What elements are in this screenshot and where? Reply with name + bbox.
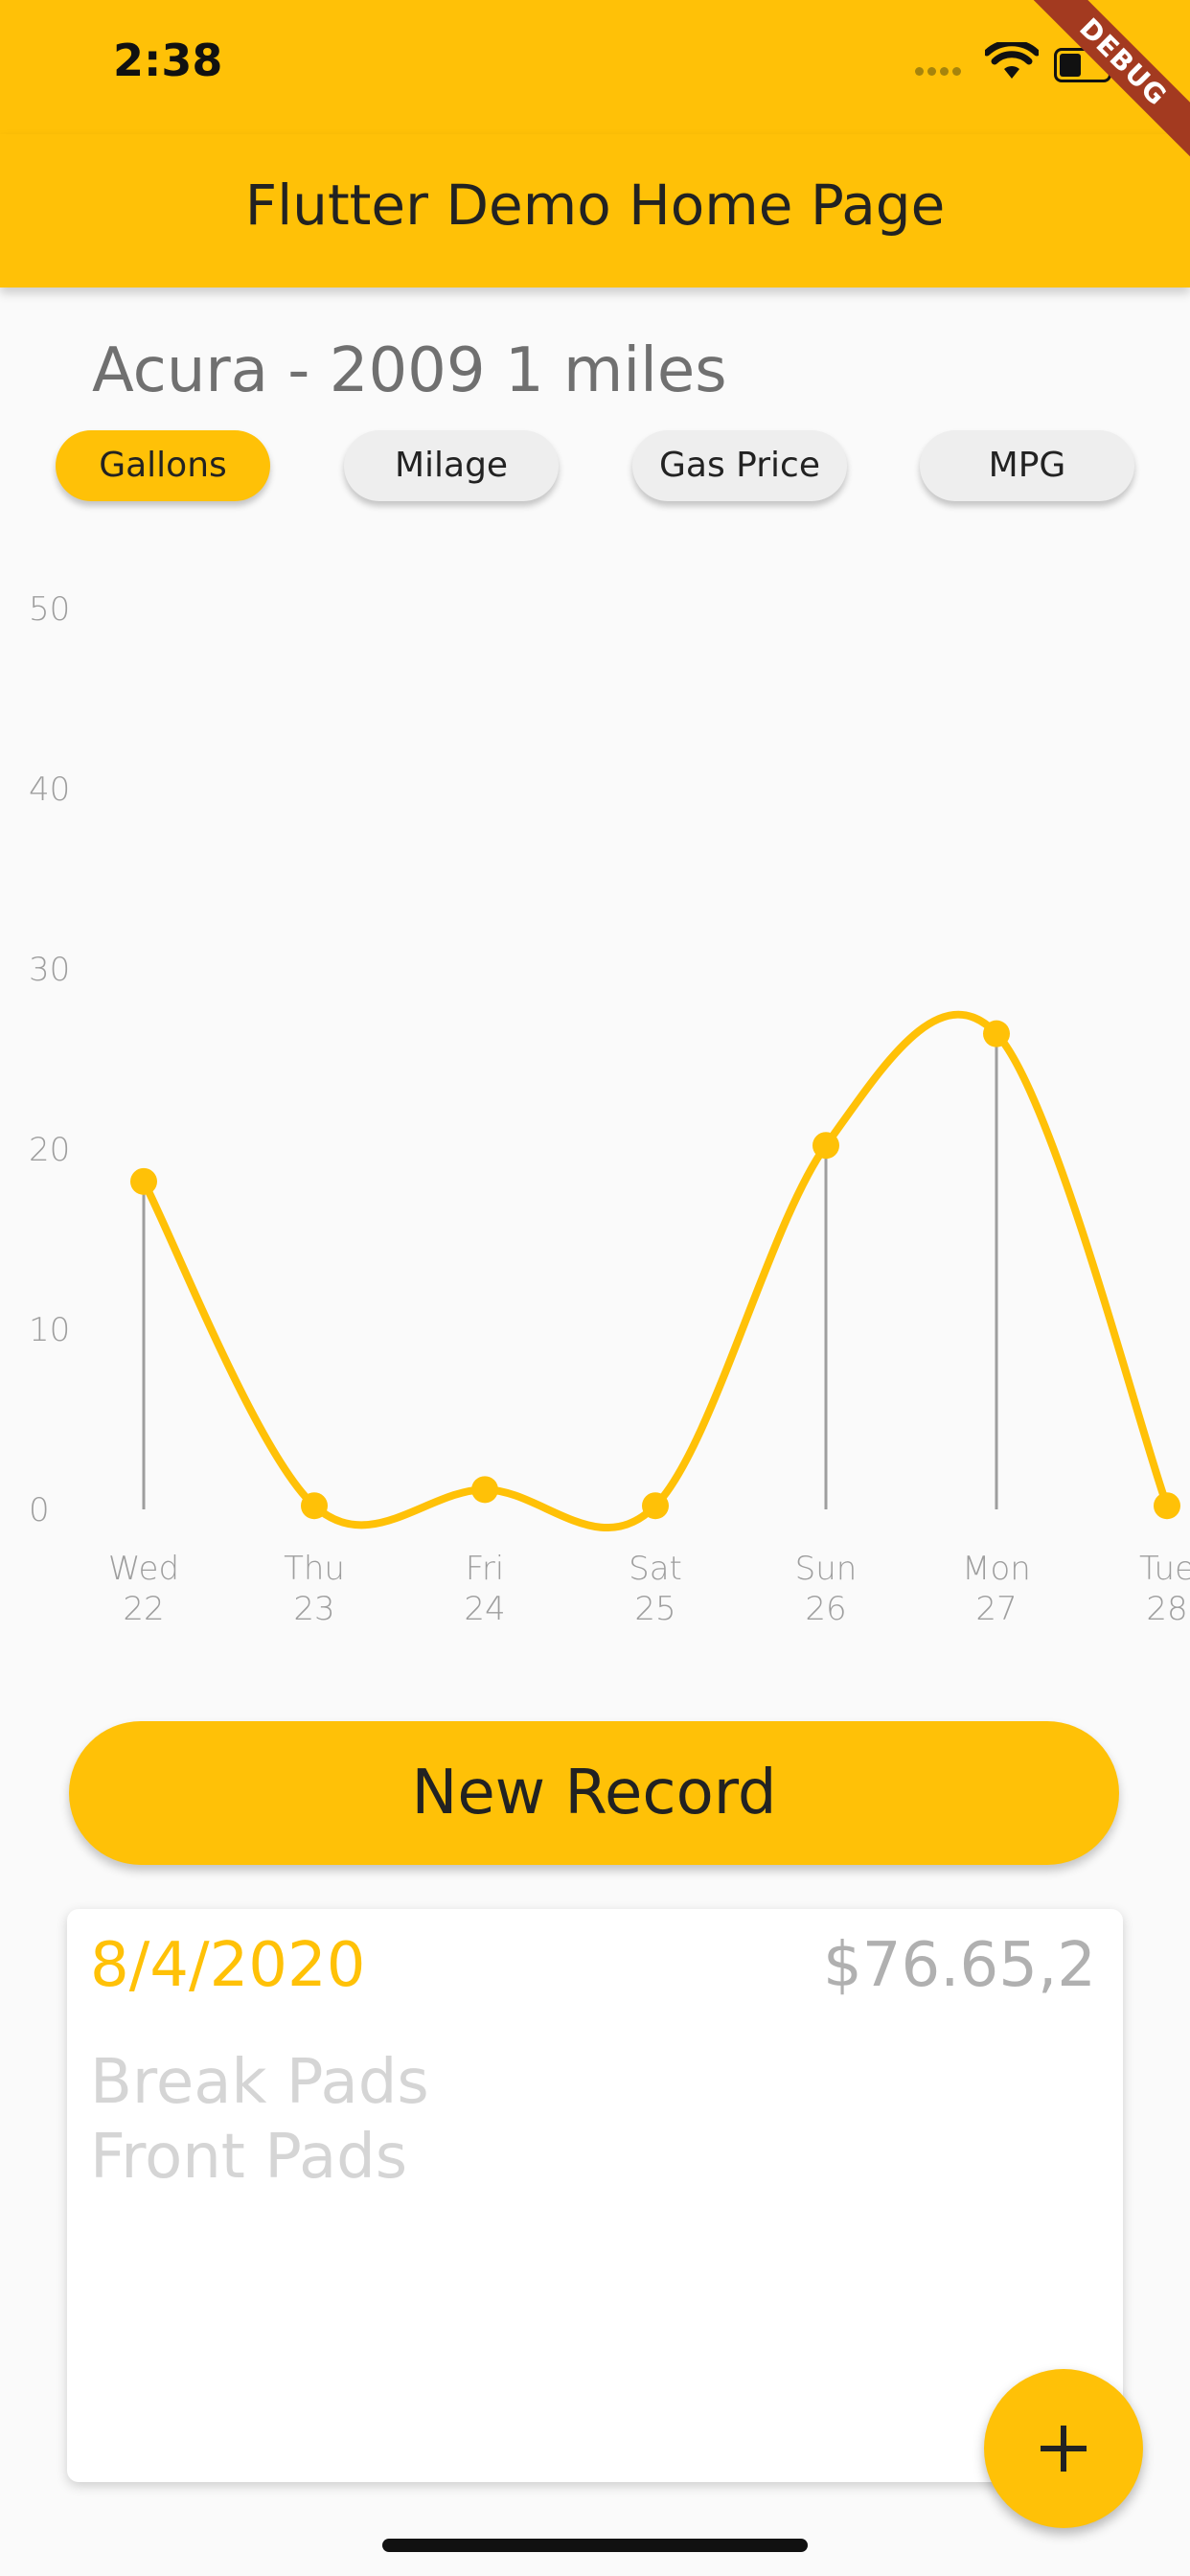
y-tick-label: 20 [29, 1131, 70, 1169]
y-tick-label: 30 [29, 951, 70, 989]
x-tick-day: Sun [795, 1550, 858, 1588]
signal-icon [915, 61, 969, 76]
data-point [301, 1492, 328, 1520]
data-point [471, 1476, 498, 1504]
x-tick-date: 26 [805, 1590, 846, 1628]
y-tick-label: 10 [29, 1311, 70, 1349]
status-time: 2:38 [113, 34, 223, 86]
x-tick-date: 27 [975, 1590, 1017, 1628]
chip-milage[interactable]: Milage [344, 430, 559, 501]
record-line: Break Pads [90, 2047, 429, 2118]
x-tick-date: 23 [293, 1590, 334, 1628]
add-button[interactable] [984, 2369, 1143, 2528]
plus-icon [1041, 2426, 1087, 2472]
series-line [140, 1010, 1171, 1531]
record-date: 8/4/2020 [90, 1930, 366, 2001]
new-record-button[interactable]: New Record [69, 1721, 1119, 1865]
x-tick-day: Tue [1139, 1550, 1190, 1588]
y-tick-label: 0 [29, 1491, 50, 1530]
x-tick-day: Thu [284, 1550, 345, 1588]
y-tick-label: 50 [29, 590, 70, 629]
debug-banner-label: DEBUG [1014, 0, 1190, 172]
x-tick-day: Wed [108, 1550, 179, 1588]
data-point [130, 1167, 157, 1195]
wifi-icon [985, 42, 1039, 79]
x-tick-day: Fri [466, 1550, 505, 1588]
data-point [1154, 1492, 1180, 1520]
record-card[interactable]: 8/4/2020 $76.65,2 Break Pads Front Pads [67, 1909, 1123, 2482]
page-title: Flutter Demo Home Page [244, 172, 946, 238]
data-point [642, 1492, 669, 1520]
x-tick-date: 24 [464, 1590, 505, 1628]
x-tick-day: Sat [629, 1550, 682, 1588]
app-bar: Flutter Demo Home Page [0, 134, 1190, 288]
status-bar: 2:38 [0, 0, 1190, 134]
home-indicator[interactable] [382, 2539, 808, 2552]
x-tick-date: 22 [123, 1590, 164, 1628]
vehicle-summary: Acura - 2009 1 miles [92, 335, 727, 406]
chip-gallons[interactable]: Gallons [56, 430, 270, 501]
metric-chip-group: Gallons Milage Gas Price MPG [56, 430, 1138, 505]
debug-banner: DEBUG [998, 0, 1190, 192]
chip-gas-price[interactable]: Gas Price [632, 430, 847, 501]
gallons-chart: 50403020100Wed22Thu23Fri24Sat25Sun26Mon2… [29, 590, 1190, 1628]
record-line: Front Pads [90, 2122, 408, 2193]
record-price: $76.65,2 [823, 1930, 1096, 2001]
x-tick-day: Mon [962, 1550, 1031, 1588]
y-tick-label: 40 [29, 770, 70, 809]
chip-mpg[interactable]: MPG [920, 430, 1134, 501]
data-point [812, 1132, 839, 1160]
x-tick-date: 25 [634, 1590, 675, 1628]
x-tick-date: 28 [1146, 1590, 1187, 1628]
data-point [983, 1020, 1010, 1047]
